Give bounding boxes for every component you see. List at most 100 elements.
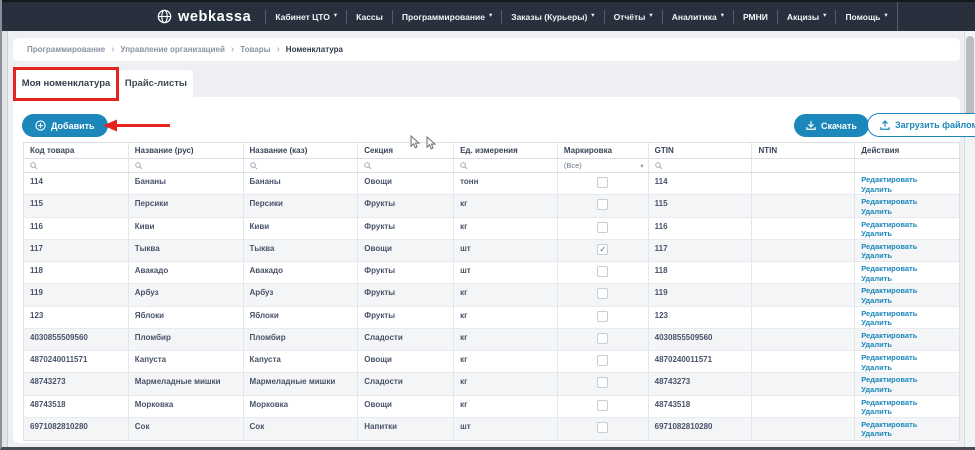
delete-link[interactable]: Удалить xyxy=(861,296,959,306)
marking-checkbox[interactable]: ✓ xyxy=(597,377,608,388)
filter-section[interactable] xyxy=(358,159,454,172)
vertical-scrollbar[interactable] xyxy=(964,31,975,450)
cell-ntin xyxy=(752,329,855,350)
chevron-down-icon: ▾ xyxy=(649,13,652,20)
marking-checkbox[interactable]: ✓ xyxy=(597,199,608,210)
tab-price-lists[interactable]: Прайс-листы xyxy=(119,70,193,97)
filter-marking-select[interactable]: (Все) ▾ xyxy=(558,159,649,172)
edit-link[interactable]: Редактировать xyxy=(861,375,959,385)
filter-gtin[interactable] xyxy=(649,159,753,172)
cell-section: Фрукты xyxy=(358,284,454,305)
edit-link[interactable]: Редактировать xyxy=(861,242,959,252)
marking-checkbox[interactable]: ✓ xyxy=(597,288,608,299)
cell-ntin xyxy=(752,218,855,239)
navbar-menu-item[interactable]: РМНИ xyxy=(733,10,777,24)
cell-ntin xyxy=(752,195,855,216)
marking-checkbox[interactable]: ✓ xyxy=(597,422,608,433)
navbar-menu-item[interactable]: Программирование ▾ xyxy=(392,10,501,24)
marking-checkbox[interactable]: ✓ xyxy=(597,311,608,322)
edit-link[interactable]: Редактировать xyxy=(861,220,959,230)
delete-link[interactable]: Удалить xyxy=(861,385,959,395)
table-row: 114 Бананы Бананы Овощи тонн ✓ 114 Редак… xyxy=(24,173,959,195)
download-button-label: Скачать xyxy=(821,121,857,131)
cell-actions: Редактировать Удалить xyxy=(855,351,959,372)
cell-section: Сладости xyxy=(358,373,454,394)
cell-actions: Редактировать Удалить xyxy=(855,418,959,440)
edit-link[interactable]: Редактировать xyxy=(861,398,959,408)
navbar-menu-item[interactable]: Помощь ▾ xyxy=(835,10,896,24)
delete-link[interactable]: Удалить xyxy=(861,207,959,217)
navbar-menu-item[interactable]: Заказы (Курьеры) ▾ xyxy=(501,10,603,24)
marking-checkbox[interactable]: ✓ xyxy=(597,355,608,366)
edit-link[interactable]: Редактировать xyxy=(861,331,959,341)
marking-checkbox[interactable]: ✓ xyxy=(597,177,608,188)
marking-checkbox[interactable]: ✓ xyxy=(597,400,608,411)
edit-link[interactable]: Редактировать xyxy=(861,353,959,363)
cell-marking: ✓ xyxy=(558,240,649,261)
cell-name-ru: Сок xyxy=(129,418,244,440)
cell-name-kz: Персики xyxy=(244,195,359,216)
cell-unit: кг xyxy=(454,396,558,417)
delete-link[interactable]: Удалить xyxy=(861,251,959,261)
breadcrumb-item[interactable]: Программирование xyxy=(27,45,105,54)
filter-name-ru[interactable] xyxy=(129,159,244,172)
navbar-menu-item[interactable]: Отчёты ▾ xyxy=(604,10,662,24)
delete-link[interactable]: Удалить xyxy=(861,274,959,284)
cell-gtin: 48743273 xyxy=(649,373,753,394)
cell-name-kz: Киви xyxy=(244,218,359,239)
cell-section: Сладости xyxy=(358,329,454,350)
delete-link[interactable]: Удалить xyxy=(861,407,959,417)
marking-checkbox[interactable]: ✓ xyxy=(597,222,608,233)
filter-unit[interactable] xyxy=(454,159,558,172)
cell-name-kz: Мармеладные мишки xyxy=(244,373,359,394)
navbar-menu-item[interactable]: Кассы xyxy=(346,10,392,24)
marking-checkbox[interactable]: ✓ xyxy=(597,244,608,255)
chevron-down-icon: ▾ xyxy=(823,13,826,20)
delete-link[interactable]: Удалить xyxy=(861,229,959,239)
filter-name-kz[interactable] xyxy=(244,159,359,172)
cell-ntin xyxy=(752,262,855,283)
navbar-menu-item[interactable]: Аналитика ▾ xyxy=(662,10,733,24)
add-button[interactable]: Добавить xyxy=(22,114,108,137)
cell-unit: кг xyxy=(454,284,558,305)
delete-link[interactable]: Удалить xyxy=(861,185,959,195)
webkassa-logo[interactable]: webkassa xyxy=(157,9,251,25)
cell-actions: Редактировать Удалить xyxy=(855,284,959,305)
breadcrumb-item[interactable]: Товары xyxy=(240,45,270,54)
navbar-menu-item-label: Аналитика xyxy=(672,12,717,22)
upload-button-label: Загрузить файлом xyxy=(895,120,975,130)
chevron-right-icon: › xyxy=(231,45,234,55)
filter-product-code[interactable] xyxy=(24,159,129,172)
breadcrumb-item[interactable]: Управление организацией xyxy=(121,45,225,54)
upload-file-button[interactable]: Загрузить файлом xyxy=(867,113,975,137)
edit-link[interactable]: Редактировать xyxy=(861,309,959,319)
delete-link[interactable]: Удалить xyxy=(861,429,959,439)
cell-name-ru: Пломбир xyxy=(129,329,244,350)
cell-name-kz: Бананы xyxy=(244,173,359,194)
navbar-menu-item[interactable]: Акцизы ▾ xyxy=(777,10,836,24)
marking-checkbox[interactable]: ✓ xyxy=(597,266,608,277)
edit-link[interactable]: Редактировать xyxy=(861,264,959,274)
delete-link[interactable]: Удалить xyxy=(861,318,959,328)
marking-checkbox[interactable]: ✓ xyxy=(597,333,608,344)
cell-gtin: 6971082810280 xyxy=(649,418,753,440)
search-icon xyxy=(460,162,468,170)
cursor-icon xyxy=(410,135,421,149)
cell-marking: ✓ xyxy=(558,396,649,417)
edit-link[interactable]: Редактировать xyxy=(861,175,959,185)
navbar-menu-item[interactable]: Кабинет ЦТО ▾ xyxy=(265,10,346,24)
cell-unit: шт xyxy=(454,418,558,440)
table-row: 117 Тыква Тыква Овощи шт ✓ 117 Редактиро… xyxy=(24,240,959,262)
delete-link[interactable]: Удалить xyxy=(861,340,959,350)
cell-actions: Редактировать Удалить xyxy=(855,173,959,194)
search-icon xyxy=(135,162,143,170)
cell-gtin: 116 xyxy=(649,218,753,239)
delete-link[interactable]: Удалить xyxy=(861,363,959,373)
edit-link[interactable]: Редактировать xyxy=(861,286,959,296)
edit-link[interactable]: Редактировать xyxy=(861,197,959,207)
download-button[interactable]: Скачать xyxy=(794,114,869,137)
navbar-menu-item-label: Кабинет ЦТО xyxy=(275,12,330,22)
cell-product-code: 6971082810280 xyxy=(24,418,129,440)
edit-link[interactable]: Редактировать xyxy=(861,420,959,430)
red-annotation-box xyxy=(13,67,119,101)
